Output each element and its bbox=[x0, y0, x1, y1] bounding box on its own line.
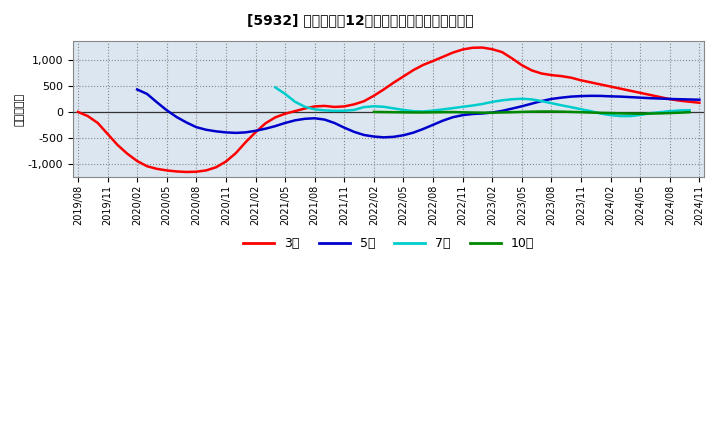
Text: [5932] 当期純利益12か月移動合計の平均値の推移: [5932] 当期純利益12か月移動合計の平均値の推移 bbox=[247, 13, 473, 27]
Legend: 3年, 5年, 7年, 10年: 3年, 5年, 7年, 10年 bbox=[238, 232, 539, 255]
Y-axis label: （百万円）: （百万円） bbox=[15, 93, 25, 126]
